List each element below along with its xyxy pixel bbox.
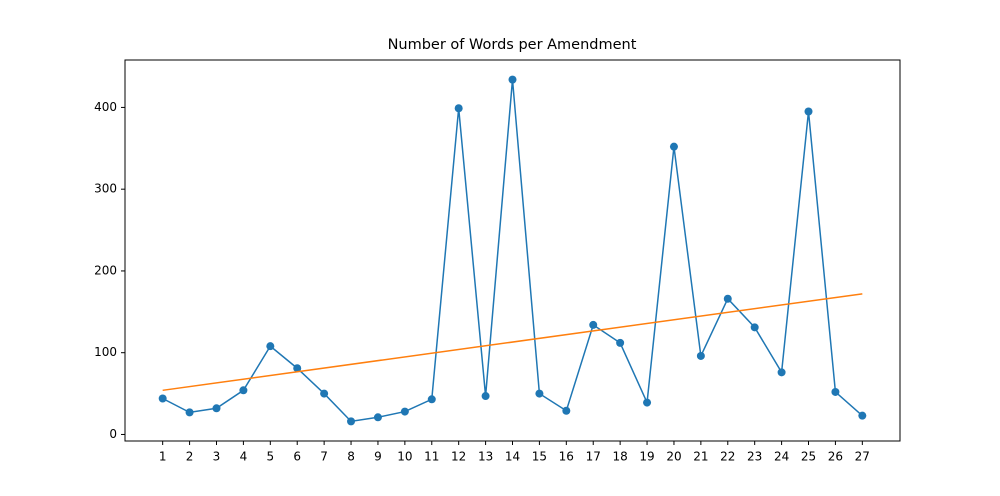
data-point xyxy=(643,398,652,407)
data-point xyxy=(158,394,167,403)
x-tick-label: 25 xyxy=(801,450,816,464)
data-point xyxy=(508,75,517,84)
data-point xyxy=(481,392,490,401)
data-point xyxy=(347,417,356,426)
data-point xyxy=(454,104,463,113)
data-point xyxy=(589,320,598,329)
x-tick-label: 20 xyxy=(666,450,681,464)
data-point xyxy=(562,406,571,415)
data-point xyxy=(185,408,194,417)
data-point xyxy=(373,413,382,422)
data-point xyxy=(320,389,329,398)
data-point xyxy=(858,411,867,420)
data-point xyxy=(239,386,248,395)
series-line xyxy=(162,293,863,392)
x-tick-label: 26 xyxy=(828,450,843,464)
x-tick-label: 6 xyxy=(293,450,301,464)
x-tick-label: 9 xyxy=(374,450,382,464)
x-tick-label: 22 xyxy=(720,450,735,464)
x-tick-label: 18 xyxy=(612,450,627,464)
x-tick-label: 2 xyxy=(186,450,194,464)
data-point xyxy=(427,395,436,404)
y-tick-label: 100 xyxy=(94,345,117,359)
data-point xyxy=(293,364,302,373)
x-tick-label: 15 xyxy=(532,450,547,464)
x-tick-label: 19 xyxy=(639,450,654,464)
data-point xyxy=(400,407,409,416)
x-tick-label: 7 xyxy=(320,450,328,464)
y-tick-label: 0 xyxy=(109,427,117,441)
data-point xyxy=(616,338,625,347)
data-point xyxy=(750,323,759,332)
x-tick-label: 24 xyxy=(774,450,789,464)
x-tick-label: 13 xyxy=(478,450,493,464)
data-point xyxy=(696,351,705,360)
data-point xyxy=(669,142,678,151)
y-tick-label: 200 xyxy=(94,263,117,277)
data-point xyxy=(777,368,786,377)
data-point xyxy=(831,387,840,396)
x-tick-label: 4 xyxy=(240,450,248,464)
x-tick-label: 3 xyxy=(213,450,221,464)
y-tick-label: 400 xyxy=(94,100,117,114)
x-tick-label: 5 xyxy=(266,450,274,464)
x-tick-label: 16 xyxy=(559,450,574,464)
data-point xyxy=(266,342,275,351)
x-tick-label: 12 xyxy=(451,450,466,464)
x-tick-label: 11 xyxy=(424,450,439,464)
x-tick-label: 27 xyxy=(855,450,870,464)
x-tick-label: 8 xyxy=(347,450,355,464)
data-point xyxy=(723,294,732,303)
x-tick-label: 14 xyxy=(505,450,520,464)
chart-title: Number of Words per Amendment xyxy=(388,37,637,53)
data-point xyxy=(804,107,813,116)
data-point xyxy=(535,389,544,398)
data-point xyxy=(212,404,221,413)
x-tick-label: 17 xyxy=(586,450,601,464)
x-tick-label: 23 xyxy=(747,450,762,464)
x-tick-label: 21 xyxy=(693,450,708,464)
x-tick-label: 10 xyxy=(397,450,412,464)
y-tick-label: 300 xyxy=(94,182,117,196)
x-tick-label: 1 xyxy=(159,450,167,464)
